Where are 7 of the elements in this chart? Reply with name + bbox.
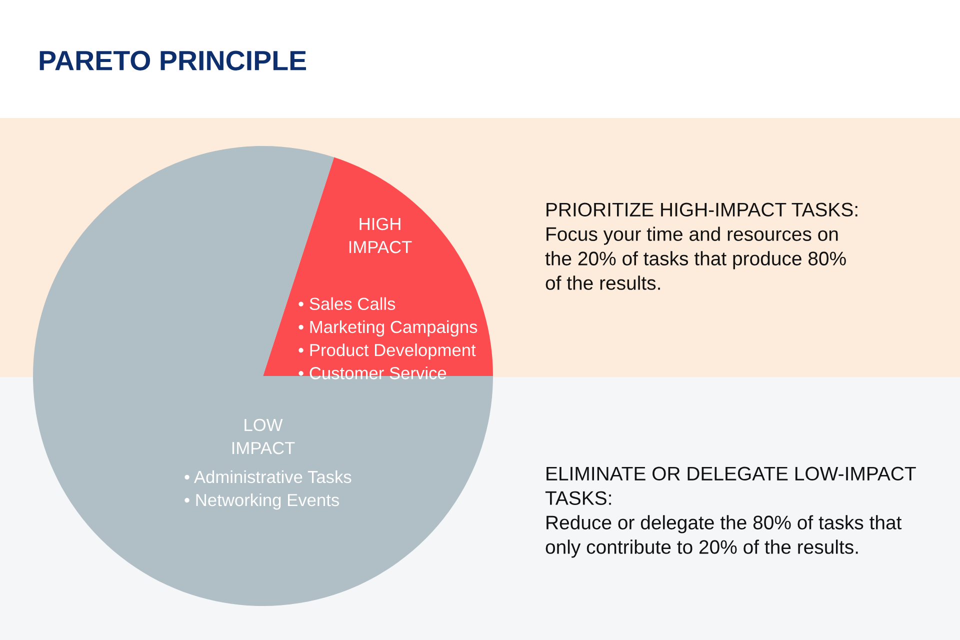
slice-label: LOW IMPACT [232,418,295,454]
slice-label: HIGH IMPACT [349,218,412,254]
text: PRIORITIZE HIGH-IMPACT TASKS: Focus your time and resources on the 20% of tasks that produce 80% of the results. [545,202,858,290]
pie-slice [33,146,493,606]
text: ELIMINATE OR DELEGATE LOW-IMPACT TASKS: Reduce or delegate the 80% of tasks that only contribute to 20% of the results. [545,466,916,558]
text: • Administrative Tasks • Networking Events [184,470,352,510]
chart-title: PARETO PRINCIPLE [40,50,306,70]
